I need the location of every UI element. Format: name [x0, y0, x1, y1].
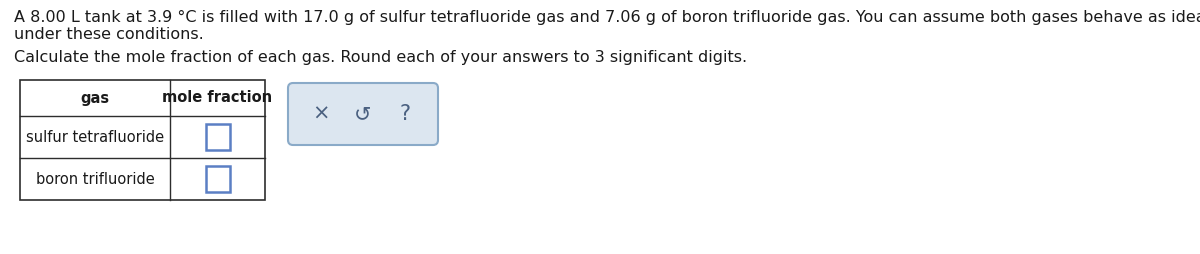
Text: ×: × — [312, 104, 330, 124]
Text: A 8.00 L tank at 3.9 °C is filled with 17.0 g of sulfur tetrafluoride gas and 7.: A 8.00 L tank at 3.9 °C is filled with 1… — [14, 10, 1200, 25]
Bar — [20, 80, 265, 200]
Text: mole fraction: mole fraction — [162, 90, 272, 105]
Text: boron trifluoride: boron trifluoride — [36, 171, 155, 186]
Bar — [205, 124, 229, 150]
Text: sulfur tetrafluoride: sulfur tetrafluoride — [26, 130, 164, 145]
FancyBboxPatch shape — [288, 83, 438, 145]
Bar — [205, 166, 229, 192]
Text: gas: gas — [80, 90, 109, 105]
Text: under these conditions.: under these conditions. — [14, 27, 204, 42]
Text: Calculate the mole fraction of each gas. Round each of your answers to 3 signifi: Calculate the mole fraction of each gas.… — [14, 50, 748, 65]
Text: ?: ? — [400, 104, 410, 124]
Text: ↺: ↺ — [354, 104, 372, 124]
